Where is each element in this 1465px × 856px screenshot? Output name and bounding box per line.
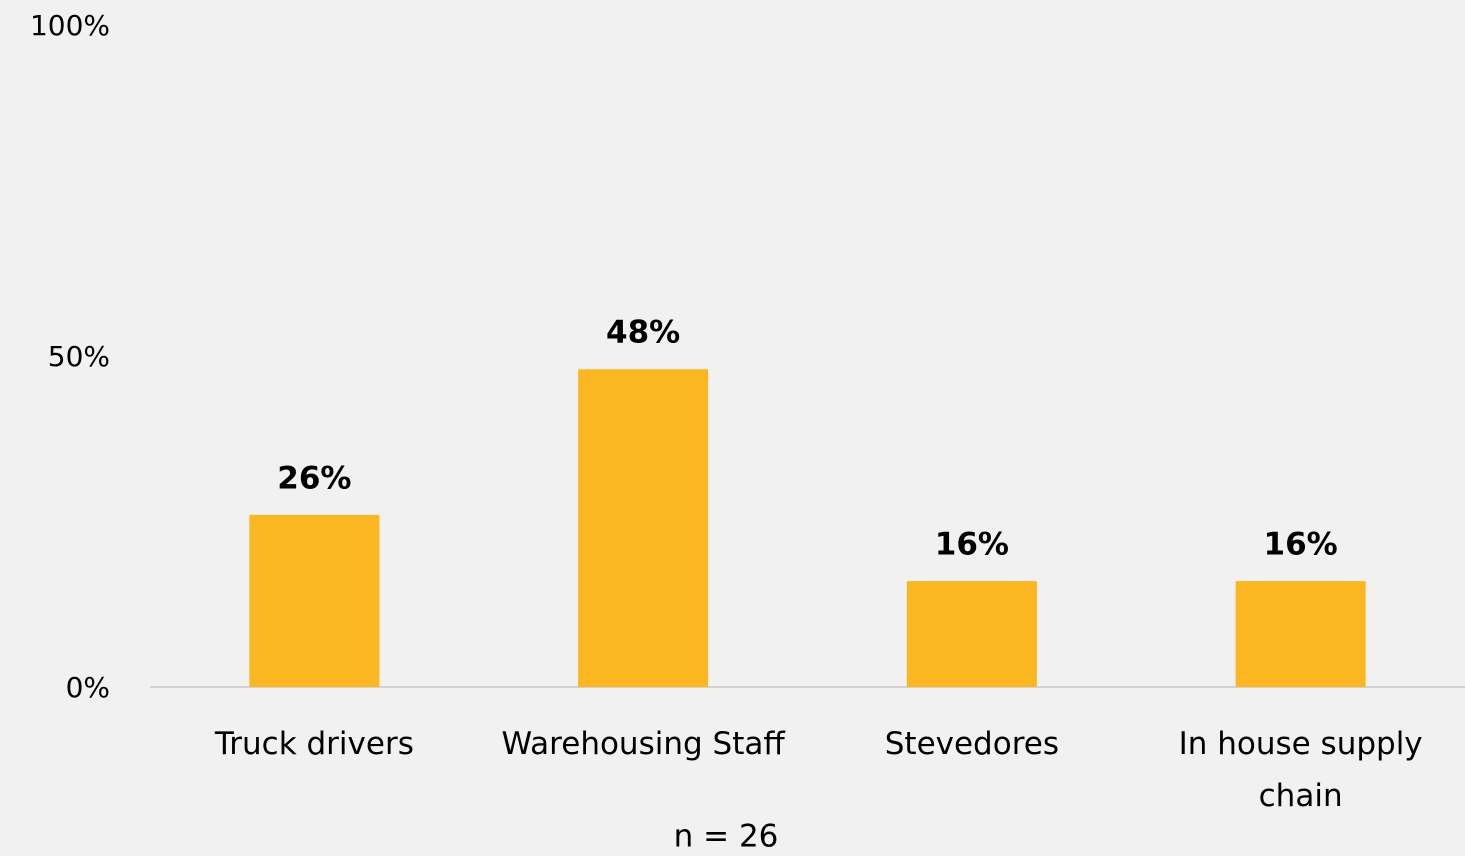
x-tick-label: In house supply chain <box>1140 718 1461 822</box>
value-label: 26% <box>277 460 351 496</box>
bar <box>578 369 708 687</box>
x-tick-label: Truck drivers <box>154 718 475 770</box>
y-tick-label: 50% <box>48 340 110 373</box>
x-tick-label: Warehousing Staff <box>483 718 804 770</box>
bar <box>249 515 379 687</box>
y-tick-label: 100% <box>30 9 110 42</box>
value-label: 48% <box>606 315 680 351</box>
bar <box>1236 581 1366 687</box>
value-label: 16% <box>935 527 1009 563</box>
bar <box>907 581 1037 687</box>
x-tick-label: Stevedores <box>812 718 1133 770</box>
annotation: n = 26 <box>674 819 779 855</box>
y-tick-label: 0% <box>66 671 110 704</box>
value-label: 16% <box>1264 527 1338 563</box>
page: n = 26 0% 50% 100% 26% 48% 16% 16% Truck drive… <box>0 0 1465 856</box>
